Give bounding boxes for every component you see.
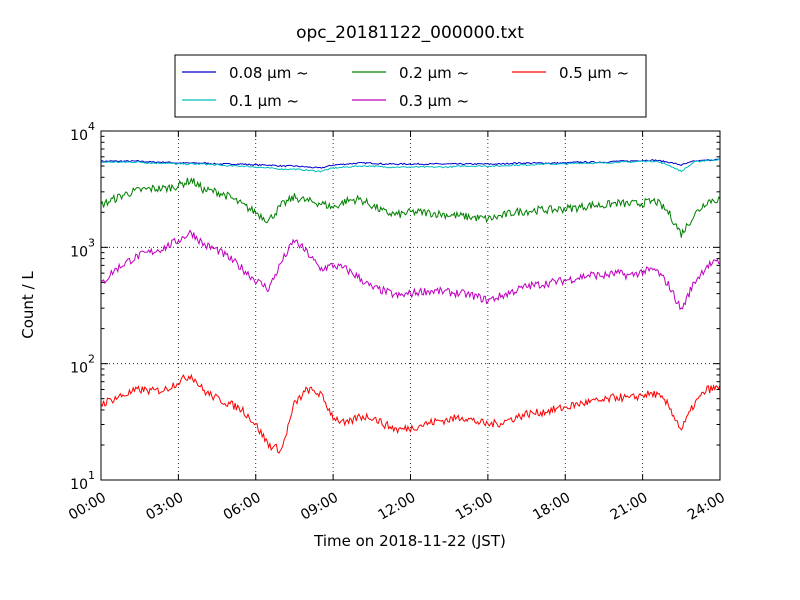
legend-label: 0.2 μm ~ [399,64,469,82]
series-line [100,158,721,173]
series-line [100,177,721,238]
legend-box [174,54,647,118]
series-line [100,229,721,311]
series-line [100,158,721,169]
legend-label: 0.1 μm ~ [229,92,299,110]
legend: 0.08 μm ~ 0.1 μm ~ 0.2 μm ~ 0.3 μm ~ 0.5 μm … [174,54,647,118]
chart-title: opc_20181122_000000.txt [296,23,524,43]
legend-label: 0.5 μm ~ [559,64,629,82]
plot-series [100,158,721,454]
series-line [100,373,721,454]
y-axis-label: Count / L [19,271,37,339]
x-axis-label: Time on 2018-11-22 (JST) [313,532,506,550]
legend-label: 0.08 μm ~ [229,64,309,82]
legend-label: 0.3 μm ~ [399,92,469,110]
